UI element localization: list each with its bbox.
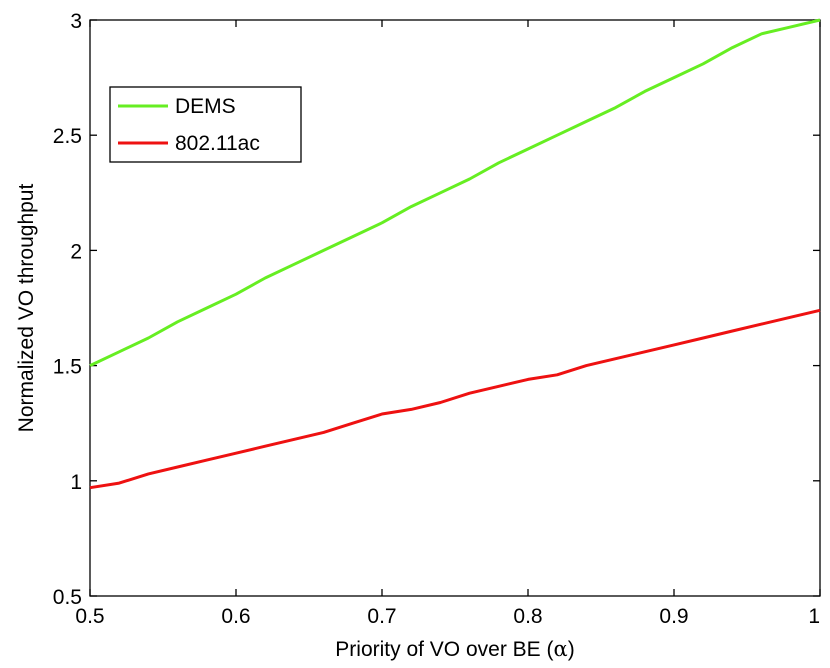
legend-label-dems: DEMS [175, 95, 236, 118]
legend-box [109, 86, 302, 163]
y-tick-label: 2 [70, 240, 82, 263]
y-tick-label: 0.5 [53, 586, 82, 609]
legend-label-80211ac: 802.11ac [175, 132, 260, 155]
x-tick-label: 0.9 [659, 605, 688, 628]
x-axis-label: Priority of VO over BE (α) [335, 637, 574, 661]
data-series [89, 18, 821, 490]
series-line-80211ac [89, 308, 821, 490]
x-tick-label: 0.8 [513, 605, 542, 628]
legend: DEMS 802.11ac [109, 86, 302, 163]
x-tick-label: 0.6 [221, 605, 250, 628]
alpha-symbol: α [554, 637, 568, 661]
y-tick-label: 1.5 [53, 356, 82, 379]
y-tick-label: 3 [70, 10, 82, 33]
y-axis-label: Normalized VO throughput [15, 184, 38, 433]
x-tick-label: 1 [808, 605, 820, 628]
axis-ticks: 0.5 0.6 0.7 0.8 0.9 1 0.5 1 1.5 2 2.5 3 [53, 10, 821, 628]
x-tick-label: 0.7 [367, 605, 396, 628]
y-tick-label: 2.5 [53, 125, 82, 148]
series-line-dems [89, 18, 821, 367]
x-tick-label: 0.5 [75, 605, 104, 628]
y-tick-label: 1 [70, 471, 82, 494]
